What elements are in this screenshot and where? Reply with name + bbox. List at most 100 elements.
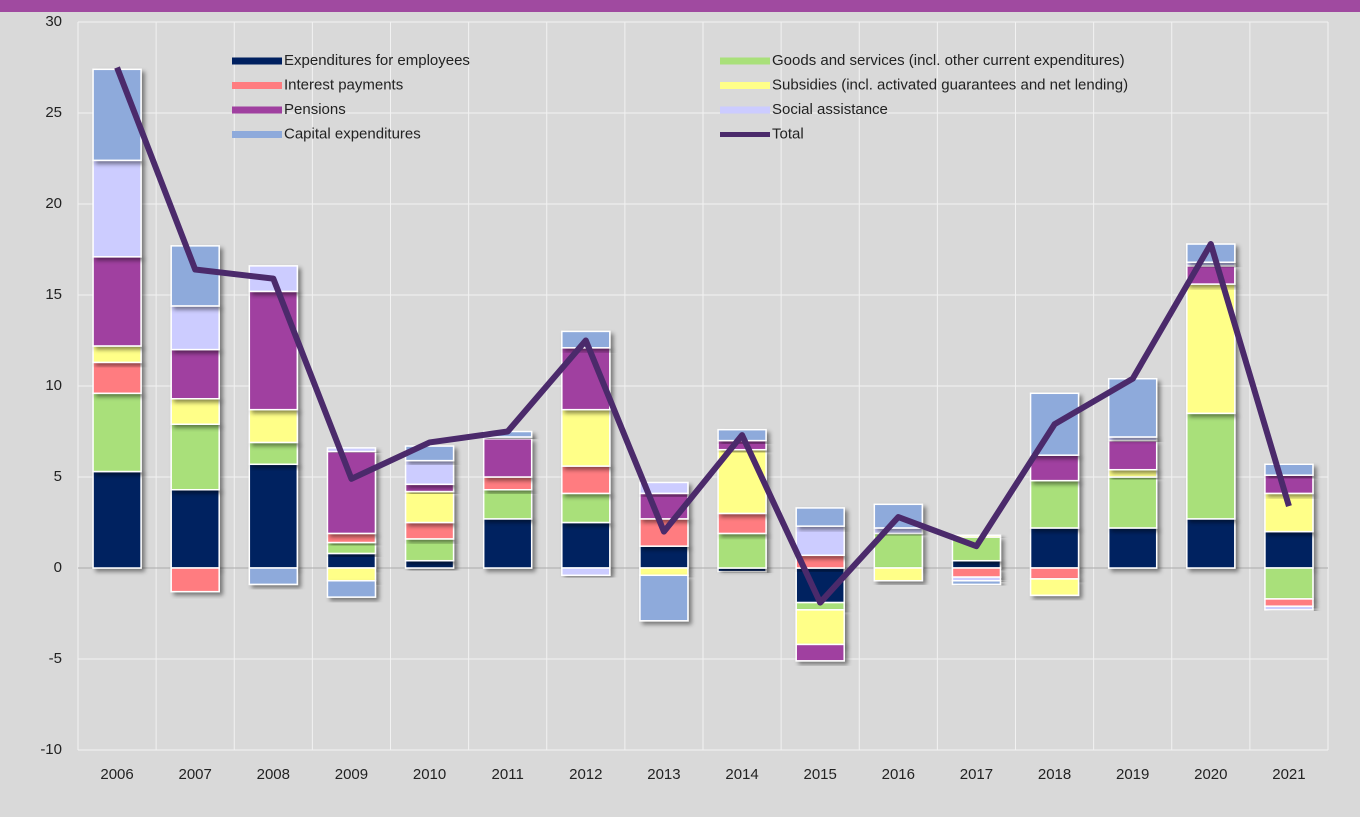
bar-segment — [951, 559, 1002, 569]
bar-segment — [561, 408, 611, 467]
bar-segment — [170, 245, 220, 307]
bar-segment — [1264, 598, 1314, 607]
bar-segment — [1264, 530, 1314, 569]
bar-segment — [404, 521, 455, 540]
bar-segment — [170, 397, 220, 425]
x-tick-label: 2007 — [179, 766, 212, 783]
legend-label: Expenditures for employees — [284, 52, 470, 69]
legend-swatch — [232, 131, 282, 138]
y-tick-label: 15 — [45, 286, 62, 303]
bar-segment — [482, 476, 533, 491]
legend-swatch — [232, 106, 282, 114]
x-tick-label: 2018 — [1038, 766, 1071, 783]
bar-segment — [326, 541, 377, 555]
bar-segment — [1107, 468, 1158, 478]
bar-segment — [170, 567, 220, 593]
x-tick-label: 2012 — [569, 766, 602, 783]
bar-segment — [1107, 439, 1158, 471]
x-tick-label: 2014 — [725, 766, 758, 783]
bar-segment — [795, 609, 845, 646]
x-tick-label: 2019 — [1116, 766, 1149, 783]
bar-segment — [92, 470, 142, 569]
bar-segment — [404, 483, 455, 493]
bar-segment — [170, 488, 220, 569]
legend-label: Goods and services (incl. other current … — [772, 52, 1125, 69]
bar-segment — [326, 450, 377, 535]
bar-segment — [248, 441, 299, 466]
bar-segment — [561, 465, 611, 495]
x-tick-label: 2006 — [100, 766, 133, 783]
legend-label: Social assistance — [772, 101, 888, 118]
bar-segment — [326, 579, 377, 598]
bar-segment — [561, 492, 611, 524]
bar-segment — [873, 567, 924, 582]
bar-segment — [92, 256, 142, 347]
legend-swatch — [720, 82, 770, 89]
bar-segment — [1264, 605, 1314, 611]
bar-segment — [404, 559, 455, 569]
x-tick-label: 2015 — [804, 766, 837, 783]
bar-segment — [717, 512, 767, 535]
y-tick-label: 0 — [54, 559, 62, 576]
x-tick-label: 2013 — [647, 766, 680, 783]
y-tick-label: 20 — [45, 195, 62, 212]
legend-label: Capital expenditures — [284, 125, 421, 142]
bar-segment — [92, 345, 142, 364]
x-tick-label: 2017 — [960, 766, 993, 783]
bar-segment — [1107, 476, 1158, 529]
bar-segment — [717, 448, 767, 515]
y-tick-label: 10 — [45, 377, 62, 394]
bar-segment — [951, 567, 1002, 578]
bar-segment — [561, 521, 611, 569]
bar-segment — [404, 490, 455, 524]
bar-segment — [326, 567, 377, 582]
bar-segment — [482, 488, 533, 520]
bar-segment — [1107, 527, 1158, 569]
legend-swatch — [232, 57, 282, 65]
bar-segment — [92, 361, 142, 395]
x-tick-label: 2021 — [1272, 766, 1305, 783]
bar-segment — [1029, 527, 1080, 569]
bar-segment — [170, 423, 220, 491]
y-tick-label: 25 — [45, 104, 62, 121]
total-line — [114, 66, 1292, 606]
bar-segment — [639, 574, 689, 622]
legend-swatch — [720, 106, 770, 114]
bar-segment — [404, 459, 455, 486]
bar-segment — [248, 290, 299, 411]
bar-segment — [1029, 578, 1080, 597]
bar-segment — [1186, 518, 1236, 569]
y-tick-label: -10 — [40, 741, 62, 758]
bar-segment — [482, 518, 533, 569]
bar-segment — [482, 438, 533, 478]
bar-segment — [326, 447, 377, 453]
bar-segment — [1029, 479, 1080, 529]
bar-segment — [248, 463, 299, 569]
y-tick-label: -5 — [49, 650, 62, 667]
bar-segment — [248, 567, 299, 586]
bar-segment — [1264, 567, 1314, 600]
legend-label: Total — [772, 125, 804, 142]
bar-segment — [795, 507, 845, 527]
bar-segment — [170, 348, 220, 400]
bar-segment — [795, 525, 845, 557]
legend-swatch — [232, 82, 282, 89]
x-tick-label: 2020 — [1194, 766, 1227, 783]
bar-segment — [170, 305, 220, 351]
y-tick-label: 5 — [54, 468, 62, 485]
x-tick-label: 2010 — [413, 766, 446, 783]
legend-label: Subsidies (incl. activated guarantees an… — [772, 76, 1128, 93]
y-tick-label: 30 — [45, 13, 62, 30]
bar-segment — [1264, 463, 1314, 476]
legend-label: Interest payments — [284, 76, 403, 93]
x-tick-label: 2016 — [882, 766, 915, 783]
bar-segment — [248, 408, 299, 444]
x-tick-label: 2009 — [335, 766, 368, 783]
bar-segment — [639, 481, 689, 495]
bar-segment — [561, 567, 611, 577]
x-tick-label: 2011 — [492, 766, 524, 783]
bar-segment — [326, 552, 377, 569]
bar-segment — [1186, 412, 1236, 520]
x-tick-label: 2008 — [257, 766, 290, 783]
